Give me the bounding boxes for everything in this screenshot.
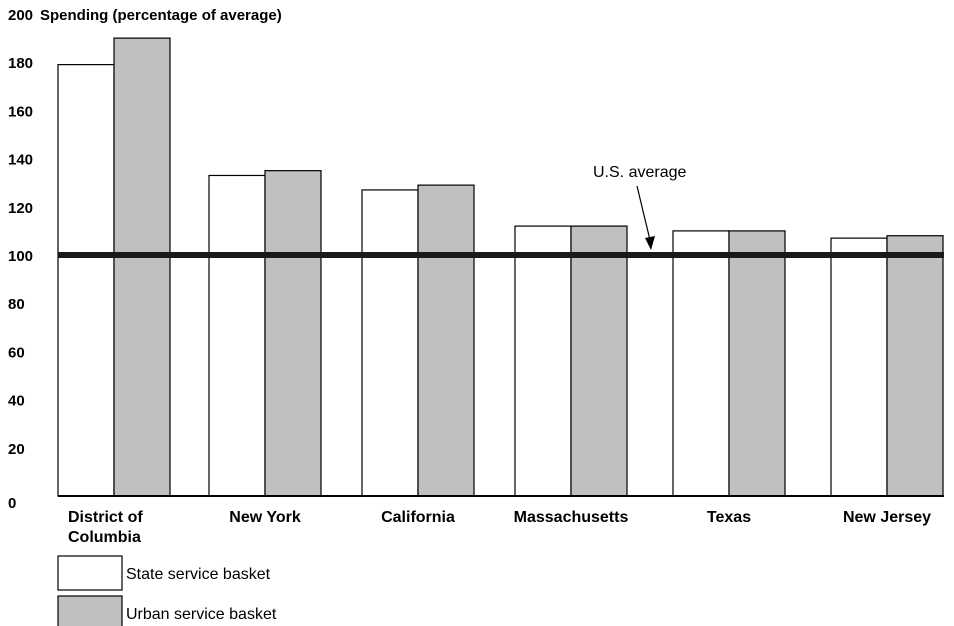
legend-swatch-urban (57, 595, 123, 626)
y-tick-label: 140 (8, 152, 33, 169)
category-label: New York (229, 509, 301, 526)
y-tick-label: 80 (8, 296, 25, 313)
bar-state-district-of-columbia (57, 64, 115, 497)
legend: State service basket Urban service basket (57, 555, 277, 626)
annotation-arrowhead (645, 236, 655, 250)
legend-swatch-state (57, 555, 123, 591)
bar-state-texas (672, 230, 730, 497)
bar-urban-california (417, 184, 475, 497)
y-tick-label: 180 (8, 55, 33, 72)
category-label: Massachusetts (514, 509, 629, 526)
legend-label: State service basket (126, 566, 271, 583)
bars (57, 37, 944, 497)
y-tick-label: 60 (8, 344, 25, 361)
category-label: Columbia (68, 529, 141, 546)
y-axis-label: Spending (percentage of average) (40, 7, 282, 24)
us-average-label: U.S. average (593, 164, 686, 181)
legend-label: Urban service basket (126, 606, 277, 623)
y-tick-label: 100 (8, 248, 33, 265)
category-label: New Jersey (843, 509, 931, 526)
us-average-annotation: U.S. average (593, 164, 686, 250)
y-tick-label: 160 (8, 103, 33, 120)
bar-state-california (361, 189, 419, 497)
y-axis-ticks: 0 20 40 60 80 100 120 140 160 180 200 (8, 7, 33, 512)
x-axis-category-labels: District of Columbia New York California Mas… (68, 509, 931, 546)
bar-state-new-york (208, 174, 266, 497)
category-label: District of (68, 509, 143, 526)
bar-urban-district-of-columbia (113, 37, 171, 497)
bar-state-massachusetts (514, 225, 572, 497)
y-tick-label: 20 (8, 441, 25, 458)
bar-urban-massachusetts (570, 225, 628, 497)
y-tick-label: 40 (8, 393, 25, 410)
bar-urban-texas (728, 230, 786, 497)
bar-urban-new-york (264, 170, 322, 497)
bar-urban-new-jersey (886, 235, 944, 497)
category-label: Texas (707, 509, 751, 526)
y-tick-label: 0 (8, 495, 16, 512)
category-label: California (381, 509, 455, 526)
y-tick-label: 200 (8, 7, 33, 24)
y-tick-label: 120 (8, 200, 33, 217)
bar-state-new-jersey (830, 237, 888, 497)
annotation-arrow (636, 185, 651, 241)
